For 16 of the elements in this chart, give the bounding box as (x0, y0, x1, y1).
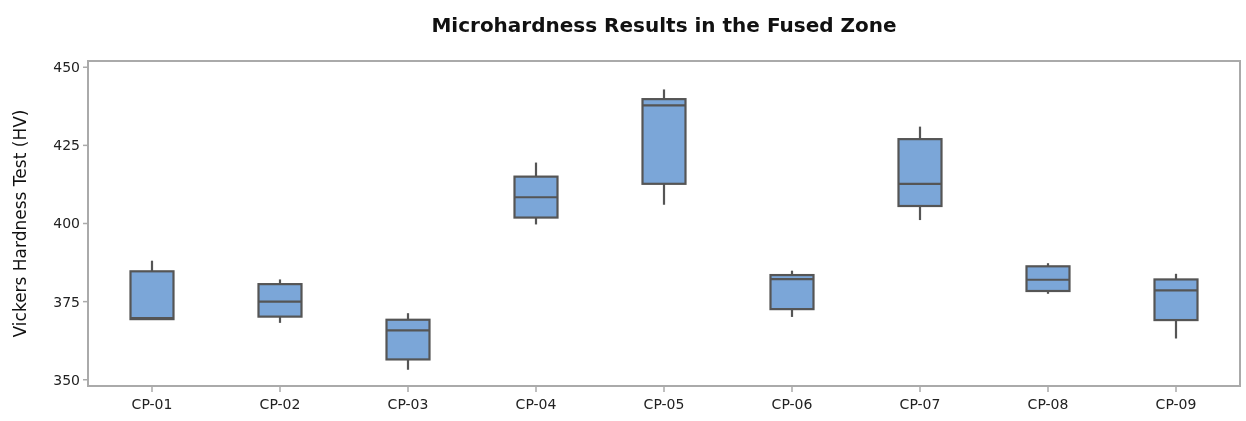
x-tick-label: CP-08 (1027, 396, 1069, 412)
x-tick-label: CP-07 (899, 396, 941, 412)
y-tick-label: 425 (53, 137, 80, 154)
y-tick-label: 450 (53, 59, 80, 76)
x-tick-label: CP-01 (131, 396, 173, 412)
chart-title: Microhardness Results in the Fused Zone (431, 13, 897, 37)
x-tick-label: CP-05 (643, 396, 685, 412)
x-tick-label: CP-06 (771, 396, 813, 412)
x-tick-label: CP-03 (387, 396, 429, 412)
y-axis-title: Vickers Hardness Test (HV) (10, 109, 30, 338)
y-tick-label: 350 (53, 371, 80, 388)
y-tick-label: 375 (53, 293, 80, 310)
x-tick-label: CP-04 (515, 396, 557, 412)
x-tick-label: CP-02 (259, 396, 301, 412)
y-tick-label: 400 (53, 215, 80, 232)
x-tick-label: CP-09 (1155, 396, 1197, 412)
